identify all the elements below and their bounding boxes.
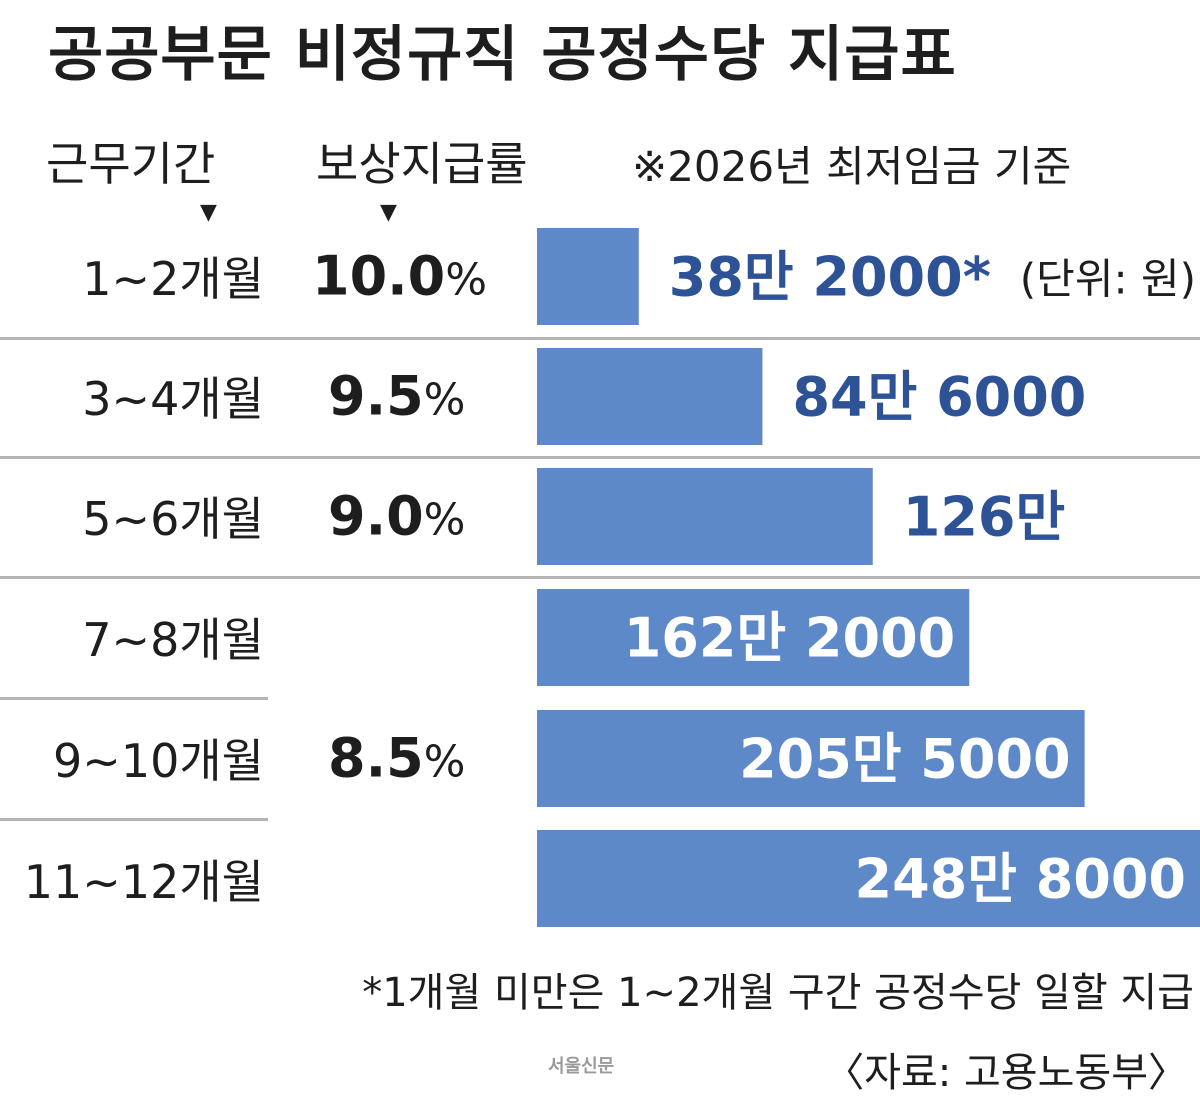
rate-label: 10.0%: [312, 245, 487, 308]
period-down-arrow-icon: ▼: [200, 200, 217, 225]
row-divider: [0, 337, 1200, 340]
period-label: 3~4개월: [82, 372, 264, 426]
row-divider: [0, 818, 268, 821]
bar: [537, 468, 873, 565]
rate-label: 9.0%: [328, 485, 465, 548]
chart-title: 공공부문 비정규직 공정수당 지급표: [48, 20, 957, 90]
rate-percent-sign: %: [423, 374, 466, 426]
rate-value: 9.5: [328, 364, 424, 428]
bar: [537, 589, 970, 686]
period-label: 9~10개월: [53, 734, 264, 788]
row-divider: [0, 576, 1200, 579]
bar: [537, 348, 763, 445]
rate-value: 8.5: [328, 726, 424, 790]
row-divider: [0, 456, 1200, 459]
basis-note: ※2026년 최저임금 기준: [632, 142, 1072, 191]
rate-value: 10.0: [312, 244, 446, 308]
period-label: 7~8개월: [82, 613, 264, 667]
rate-percent-sign: %: [423, 494, 466, 546]
rate-value: 9.0: [328, 484, 424, 548]
period-label: 5~6개월: [82, 492, 264, 546]
bar-value-label: 162만 2000: [624, 607, 956, 670]
bar-value-label: 126만: [903, 486, 1065, 549]
bar: [537, 228, 639, 325]
bar-value-label: 38만 2000*: [669, 246, 991, 309]
bar-value-label: 205만 5000: [739, 728, 1071, 791]
newspaper-logo: 서울신문: [548, 1056, 615, 1077]
source-credit: 〈자료: 고용노동부〉: [824, 1050, 1188, 1096]
rate-percent-sign: %: [445, 254, 488, 306]
footnote: *1개월 미만은 1~2개월 구간 공정수당 일할 지급: [362, 970, 1194, 1016]
period-column-header: 근무기간: [46, 137, 216, 191]
row-divider: [0, 697, 268, 700]
rate-percent-sign: %: [423, 736, 466, 788]
bar-value-label: 248만 8000: [855, 848, 1187, 911]
period-label: 11~12개월: [23, 855, 264, 909]
rate-label: 8.5%: [328, 727, 465, 790]
bar: [537, 830, 1200, 927]
rate-label: 9.5%: [328, 365, 465, 428]
unit-note: (단위: 원): [1020, 255, 1196, 304]
period-label: 1~2개월: [82, 252, 264, 306]
rate-down-arrow-icon: ▼: [380, 200, 397, 225]
bar-value-label: 84만 6000: [792, 366, 1086, 429]
bar: [537, 710, 1085, 807]
rate-column-header: 보상지급률: [316, 137, 528, 191]
